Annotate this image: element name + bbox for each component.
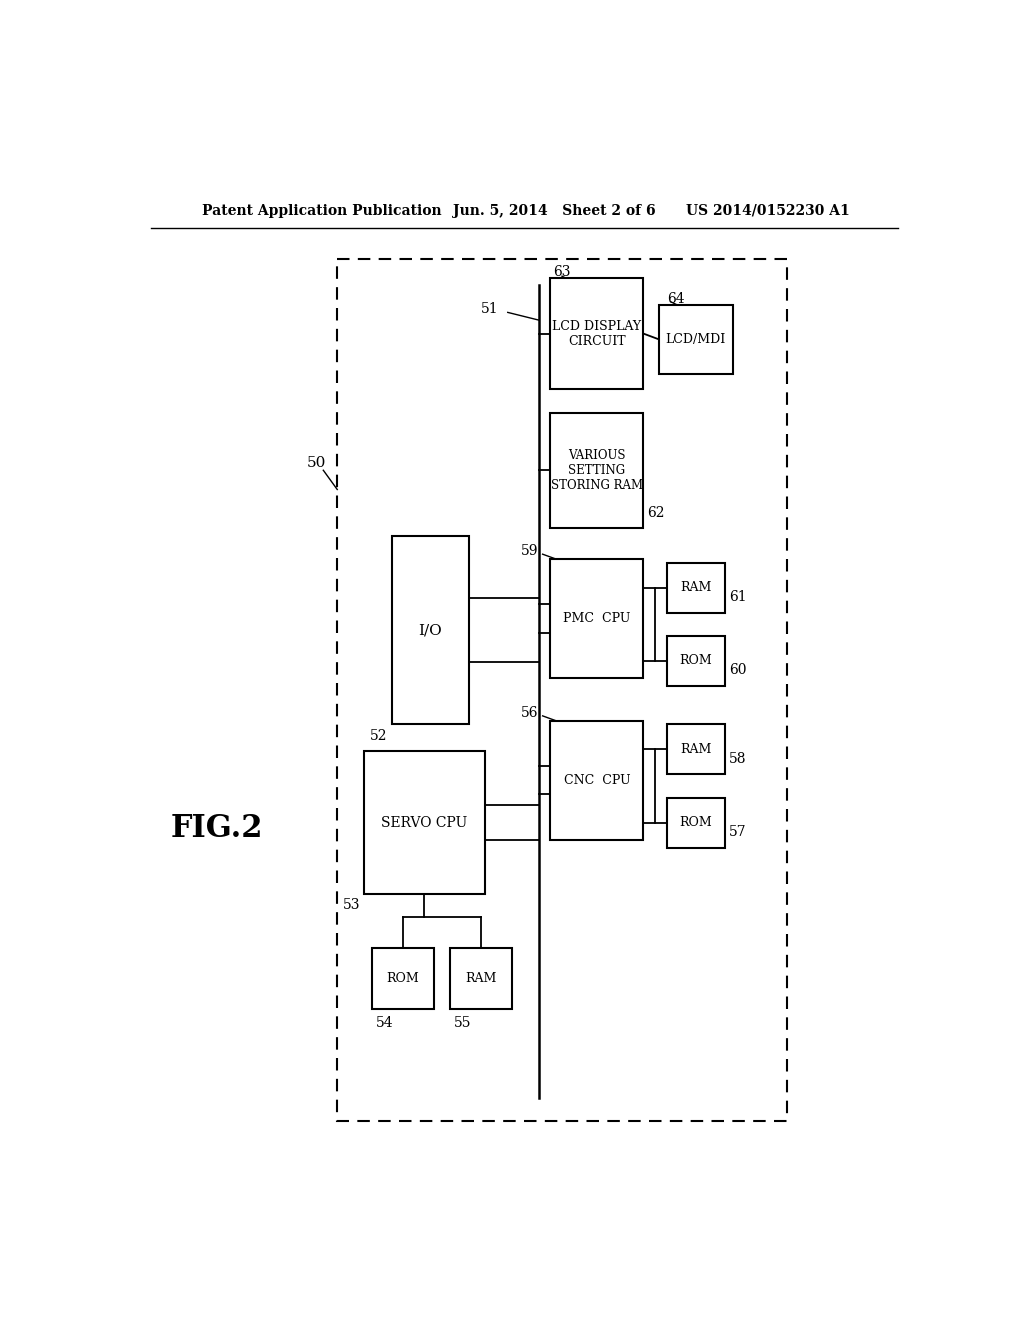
Text: I/O: I/O [419, 623, 442, 638]
Text: 50: 50 [306, 455, 326, 470]
Text: 64: 64 [667, 292, 684, 305]
Text: ROM: ROM [387, 972, 420, 985]
Text: ROM: ROM [679, 655, 712, 668]
Bar [667, 562, 725, 612]
Text: 52: 52 [370, 729, 388, 743]
Text: LCD DISPLAY
CIRCUIT: LCD DISPLAY CIRCUIT [552, 319, 641, 347]
Bar [372, 948, 434, 1010]
Text: Patent Application Publication: Patent Application Publication [202, 203, 441, 218]
Text: PMC  CPU: PMC CPU [563, 612, 631, 624]
Text: 56: 56 [521, 706, 539, 719]
Text: 62: 62 [647, 506, 665, 520]
Bar [550, 277, 643, 389]
Text: US 2014/0152230 A1: US 2014/0152230 A1 [686, 203, 850, 218]
Text: 57: 57 [729, 825, 746, 840]
Bar [365, 751, 484, 894]
Bar [550, 412, 643, 528]
Text: RAM: RAM [680, 581, 712, 594]
Text: 59: 59 [521, 544, 539, 558]
Bar [550, 721, 643, 840]
Text: SERVO CPU: SERVO CPU [381, 816, 468, 829]
Text: 51: 51 [481, 301, 499, 315]
Text: RAM: RAM [465, 972, 497, 985]
Text: Jun. 5, 2014   Sheet 2 of 6: Jun. 5, 2014 Sheet 2 of 6 [454, 203, 656, 218]
Text: FIG.2: FIG.2 [171, 813, 263, 843]
Text: 61: 61 [729, 590, 746, 605]
Text: 63: 63 [553, 265, 570, 280]
Bar [337, 259, 786, 1121]
Text: VARIOUS
SETTING
STORING RAM: VARIOUS SETTING STORING RAM [551, 449, 643, 492]
Bar [667, 797, 725, 847]
Text: 54: 54 [376, 1016, 393, 1030]
Text: 60: 60 [729, 664, 746, 677]
Text: 58: 58 [729, 752, 746, 766]
Bar [391, 536, 469, 725]
Text: 55: 55 [454, 1016, 471, 1030]
Bar [667, 636, 725, 686]
Bar [550, 558, 643, 678]
Text: LCD/MDI: LCD/MDI [666, 333, 726, 346]
Text: RAM: RAM [680, 743, 712, 756]
Bar [450, 948, 512, 1010]
Bar [658, 305, 732, 374]
Text: ROM: ROM [679, 816, 712, 829]
Bar [667, 725, 725, 775]
Text: CNC  CPU: CNC CPU [563, 774, 630, 787]
Text: 53: 53 [343, 899, 360, 912]
